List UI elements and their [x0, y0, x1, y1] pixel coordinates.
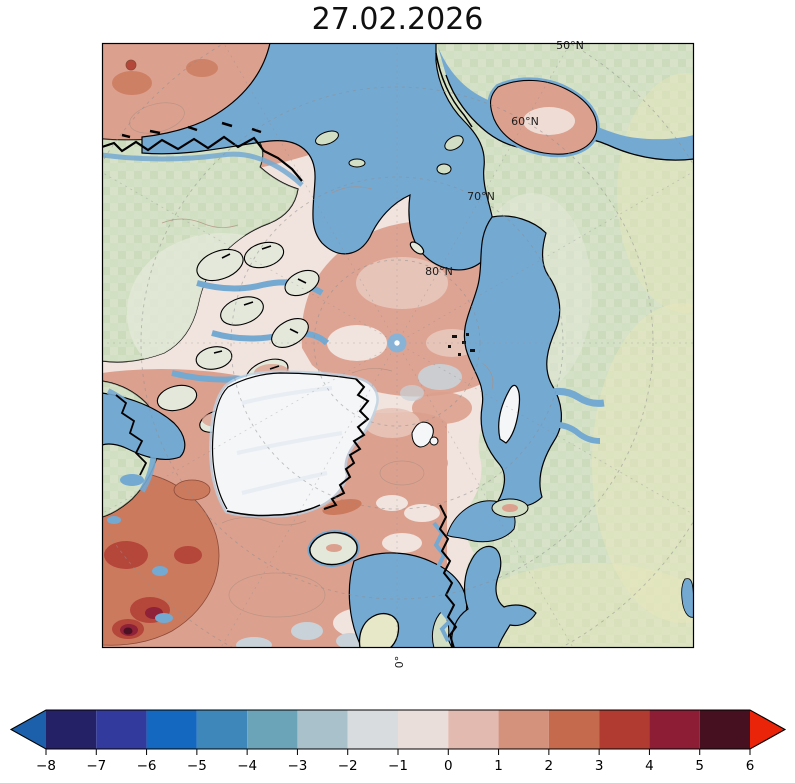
- colorbar-tick-label: −8: [36, 758, 56, 774]
- map-border: [101, 42, 695, 649]
- pole-marker: [387, 333, 407, 353]
- colorbar-tick-label: −4: [237, 758, 257, 774]
- colorbar-segment: [297, 710, 348, 749]
- colorbar-tick-label: −2: [338, 758, 358, 774]
- lat-label-60n: 60°N: [511, 115, 539, 128]
- colorbar-tick-label: −1: [388, 758, 408, 774]
- colorbar-over-arrow: [750, 710, 785, 749]
- colorbar-segment: [146, 710, 197, 749]
- colorbar-tick-label: 2: [545, 758, 554, 774]
- colorbar-segment: [46, 710, 97, 749]
- colorbar-tick-label: 1: [494, 758, 503, 774]
- colorbar-segment: [649, 710, 700, 749]
- colorbar-under-arrow: [11, 710, 46, 749]
- arctic-map: 50°N 60°N 70°N 80°N: [101, 39, 695, 649]
- colorbar-tick-label: −5: [187, 758, 207, 774]
- colorbar-tick-label: 0: [444, 758, 453, 774]
- colorbar-segment: [398, 710, 449, 749]
- colorbar-tick-label: 4: [645, 758, 654, 774]
- coastline-detail: [102, 52, 473, 476]
- lat-label-80n: 80°N: [425, 265, 453, 278]
- lat-label-50n: 50°N: [556, 39, 584, 52]
- colorbar-segment: [599, 710, 650, 749]
- colorbar-segment: [96, 710, 147, 749]
- map-art: [102, 43, 694, 648]
- lat-label-70n: 70°N: [467, 190, 495, 203]
- greenland: [209, 370, 379, 518]
- colorbar-segment: [247, 710, 298, 749]
- colorbar-segment: [498, 710, 549, 749]
- anomaly-contours: [161, 186, 494, 526]
- colorbar-segment: [196, 710, 248, 749]
- colorbar-tick-label: −3: [287, 758, 307, 774]
- colorbar-tick-label: 3: [595, 758, 604, 774]
- latitude-labels: 50°N 60°N 70°N 80°N: [425, 39, 584, 278]
- colorbar-segment: [347, 710, 398, 749]
- colorbar-tick-label: −6: [137, 758, 157, 774]
- meridian-label-0deg: 0°: [393, 655, 406, 669]
- colorbar: −8 −7 −6 −5 −4 −3 −2 −1 0 1 2 3 4 5 6: [9, 709, 787, 774]
- colorbar-tick-label: 5: [695, 758, 704, 774]
- colorbar-segment: [448, 710, 499, 749]
- colorbar-segment: [699, 710, 750, 749]
- figure-title: 27.02.2026: [311, 2, 484, 37]
- colorbar-tick-label: −7: [86, 758, 106, 774]
- colorbar-segment: [548, 710, 600, 749]
- graticule: [102, 43, 694, 648]
- colorbar-tick-label: 6: [746, 758, 755, 774]
- islands: [307, 130, 529, 568]
- europe-coasts: [358, 504, 458, 648]
